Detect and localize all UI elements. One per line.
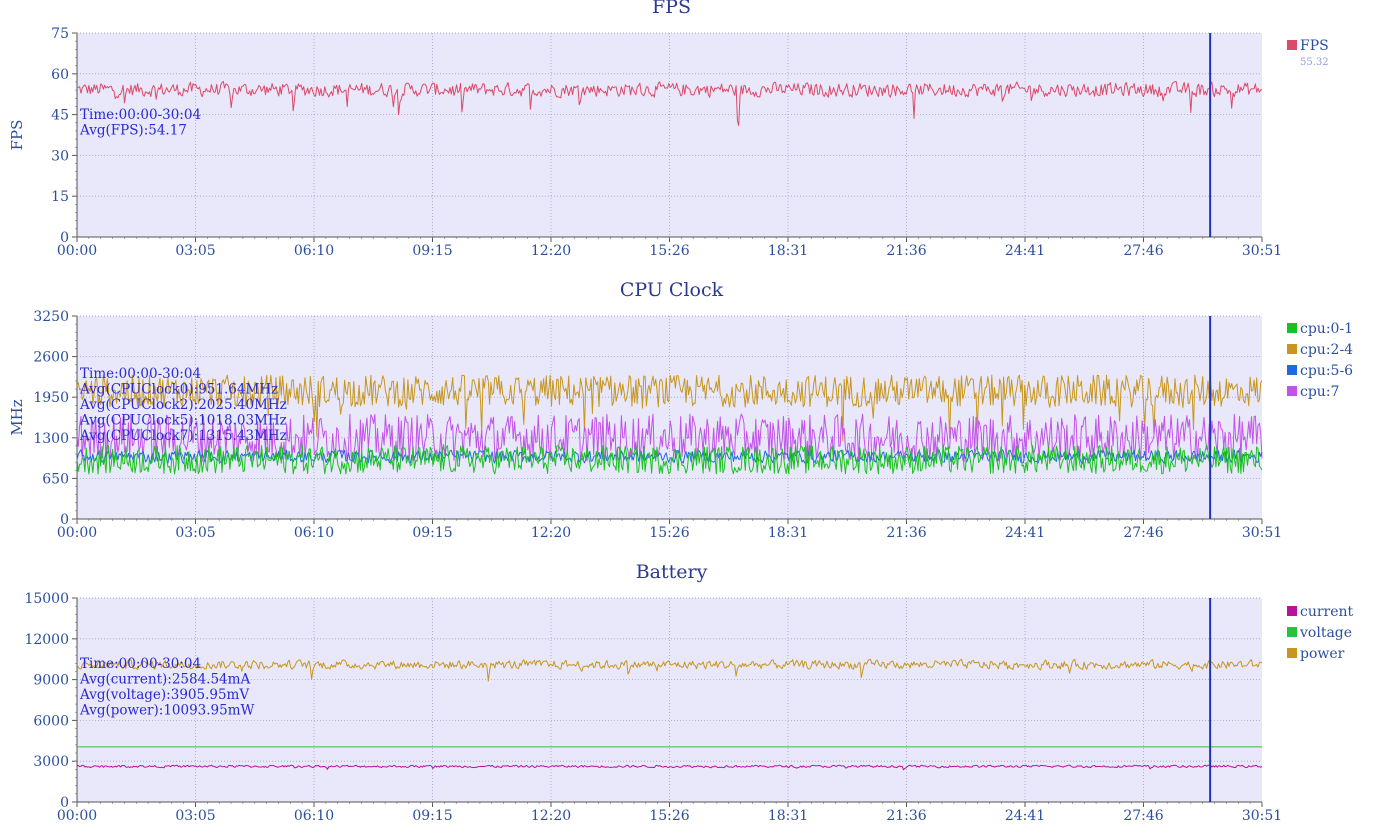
y-tick-label: 0 (60, 795, 69, 811)
legend-label: cpu:2-4 (1300, 342, 1353, 358)
y-tick-label: 1950 (33, 390, 69, 406)
x-tick-label: 03:05 (175, 525, 215, 541)
x-tick-label: 09:15 (412, 808, 452, 824)
y-tick-label: 0 (60, 512, 69, 528)
overlay-stat-line: Time:00:00-30:04 (80, 366, 201, 382)
x-tick-label: 12:20 (531, 808, 571, 824)
overlay-stat-line: Avg(CPUClock5):1018.03MHz (79, 413, 287, 429)
chart-title: Battery (636, 561, 708, 583)
x-tick-label: 00:00 (57, 243, 97, 259)
legend-swatch[interactable] (1287, 627, 1297, 637)
y-tick-label: 75 (51, 26, 69, 42)
legend-label: current (1300, 604, 1354, 620)
x-tick-label: 18:31 (768, 243, 808, 259)
y-tick-label: 2600 (33, 350, 69, 366)
overlay-stat-line: Avg(CPUClock7):1315.43MHz (79, 428, 287, 444)
legend-value: 55.32 (1300, 57, 1329, 68)
legend-label: cpu:0-1 (1300, 321, 1353, 337)
x-tick-label: 27:46 (1123, 243, 1163, 259)
legend-swatch[interactable] (1287, 386, 1297, 396)
overlay-stat-line: Avg(voltage):3905.95mV (79, 687, 249, 703)
chart-panel-1: CPU Clock 0 650 1300 1950 2600 3250 00:00 03:05 0… (8, 279, 1353, 541)
x-tick-label: 24:41 (1005, 808, 1045, 824)
chart-title: CPU Clock (620, 279, 724, 301)
x-tick-label: 09:15 (412, 243, 452, 259)
x-tick-label: 12:20 (531, 525, 571, 541)
y-tick-label: 15000 (24, 591, 69, 607)
y-tick-label: 3250 (33, 309, 69, 325)
legend-swatch[interactable] (1287, 344, 1297, 354)
y-tick-label: 45 (51, 108, 69, 124)
legend-label: cpu:5-6 (1300, 363, 1353, 379)
chart-panel-0: FPS 0 15 30 45 60 75 00:00 03:05 06:10 09:15 12:20 1… (8, 0, 1329, 259)
x-tick-label: 24:41 (1005, 525, 1045, 541)
y-axis-label: FPS (8, 120, 26, 151)
x-tick-label: 18:31 (768, 808, 808, 824)
legend-swatch[interactable] (1287, 323, 1297, 333)
series-line-current (76, 764, 1263, 771)
overlay-stat-line: Time:00:00-30:04 (80, 656, 201, 672)
x-tick-label: 15:26 (649, 525, 689, 541)
x-tick-label: 21:36 (886, 525, 926, 541)
x-tick-label: 09:15 (412, 525, 452, 541)
x-tick-label: 00:00 (57, 808, 97, 824)
x-tick-label: 06:10 (294, 243, 334, 259)
series-line-power (76, 658, 1263, 682)
x-tick-label: 18:31 (768, 525, 808, 541)
y-tick-label: 15 (51, 189, 69, 205)
chart-title: FPS (652, 0, 691, 18)
overlay-stat-line: Avg(CPUClock0):951.64MHz (79, 382, 278, 398)
x-tick-label: 12:20 (531, 243, 571, 259)
overlay-stat-line: Time:00:00-30:04 (80, 107, 201, 123)
chart-panel-2: Battery 0 3000 6000 9000 12000 15000 00:00 03:05… (24, 561, 1353, 824)
series-line-cpu-2-4 (76, 374, 1263, 442)
x-tick-label: 06:10 (294, 808, 334, 824)
legend-label: power (1300, 646, 1345, 662)
overlay-stat-line: Avg(CPUClock2):2025.40MHz (79, 397, 287, 413)
y-tick-label: 3000 (33, 754, 69, 770)
x-tick-label: 06:10 (294, 525, 334, 541)
y-tick-label: 12000 (24, 632, 69, 648)
y-axis-label: MHz (8, 399, 26, 435)
series-line-fps (76, 80, 1263, 126)
x-tick-label: 03:05 (175, 243, 215, 259)
x-tick-label: 03:05 (175, 808, 215, 824)
series-line-cpu-0-1 (76, 444, 1263, 475)
x-tick-label: 15:26 (649, 243, 689, 259)
y-tick-label: 30 (51, 148, 69, 164)
x-tick-label: 24:41 (1005, 243, 1045, 259)
x-tick-label: 21:36 (886, 808, 926, 824)
x-tick-label: 30:51 (1242, 808, 1282, 824)
y-tick-label: 6000 (33, 713, 69, 729)
legend-swatch[interactable] (1287, 648, 1297, 658)
legend-label: FPS (1300, 38, 1329, 54)
overlay-stat-line: Avg(FPS):54.17 (79, 123, 187, 139)
overlay-stat-line: Avg(current):2584.54mA (79, 672, 250, 688)
legend-swatch[interactable] (1287, 40, 1297, 50)
series-line-cpu-7 (76, 413, 1263, 462)
y-tick-label: 1300 (33, 431, 69, 447)
y-tick-label: 0 (60, 230, 69, 246)
x-tick-label: 00:00 (57, 525, 97, 541)
x-tick-label: 30:51 (1242, 525, 1282, 541)
legend-label: cpu:7 (1300, 384, 1339, 400)
x-tick-label: 27:46 (1123, 808, 1163, 824)
x-tick-label: 30:51 (1242, 243, 1282, 259)
x-tick-label: 27:46 (1123, 525, 1163, 541)
x-tick-label: 21:36 (886, 243, 926, 259)
legend-swatch[interactable] (1287, 365, 1297, 375)
y-tick-label: 650 (42, 471, 69, 487)
overlay-stat-line: Avg(power):10093.95mW (79, 703, 255, 719)
y-tick-label: 60 (51, 67, 69, 83)
legend-label: voltage (1299, 625, 1352, 641)
x-tick-label: 15:26 (649, 808, 689, 824)
legend-swatch[interactable] (1287, 606, 1297, 616)
y-tick-label: 9000 (33, 673, 69, 689)
